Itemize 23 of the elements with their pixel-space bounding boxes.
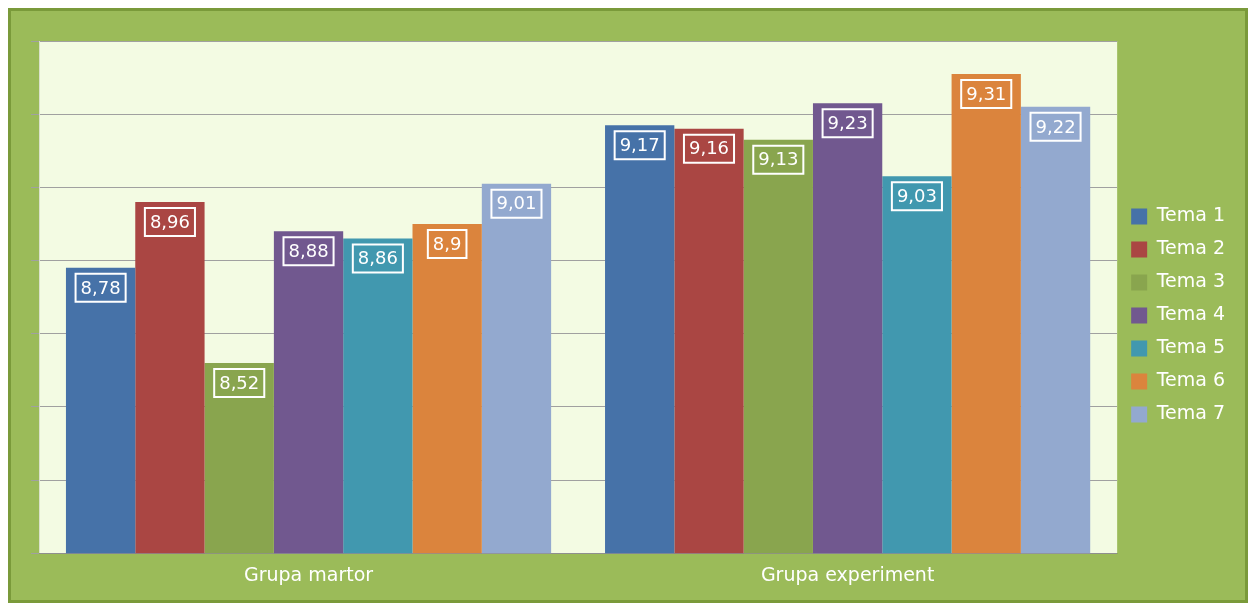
- legend-label: Tema 3: [1155, 269, 1226, 292]
- data-label: 8,86: [357, 247, 398, 269]
- data-label: 9,13: [758, 148, 799, 170]
- data-label: 9,16: [688, 137, 730, 159]
- data-label: 9,31: [966, 82, 1007, 104]
- x-tick-label: Grupa experiment: [760, 562, 935, 585]
- legend-label: Tema 1: [1155, 203, 1226, 226]
- legend-label: Tema 4: [1155, 302, 1226, 325]
- legend-label: Tema 5: [1155, 335, 1226, 358]
- data-label: 8,78: [80, 276, 121, 298]
- data-label: 9,22: [1035, 115, 1076, 137]
- legend-label: Tema 7: [1155, 401, 1226, 424]
- data-label: 8,96: [149, 210, 190, 232]
- data-label: 9,03: [896, 185, 937, 207]
- legend-label: Tema 2: [1155, 236, 1226, 259]
- legend-label: Tema 6: [1155, 368, 1226, 391]
- data-label: 8,52: [219, 371, 260, 393]
- data-label: 8,88: [288, 239, 329, 261]
- data-label: 9,23: [827, 111, 868, 133]
- x-tick-label: Grupa martor: [243, 562, 374, 585]
- data-label: 9,01: [496, 192, 537, 214]
- data-label: 9,17: [619, 133, 660, 155]
- data-label: 8,9: [432, 232, 462, 254]
